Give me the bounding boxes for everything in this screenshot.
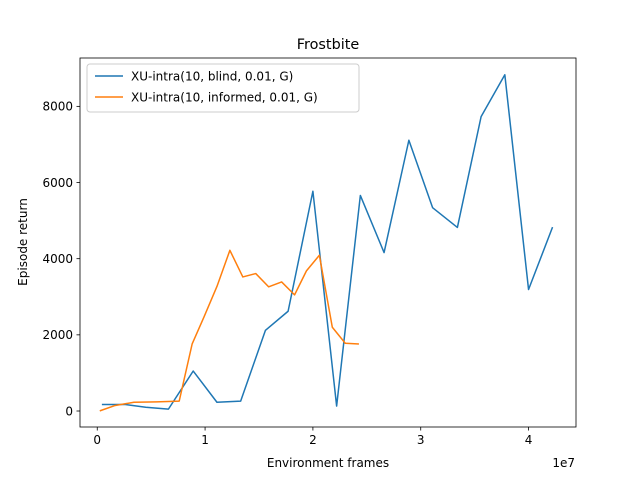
x-axis-label: Environment frames	[267, 456, 389, 470]
x-tick-label: 4	[525, 433, 533, 447]
plot-lines	[99, 74, 554, 412]
y-tick-label: 2000	[42, 328, 73, 342]
y-tick-label: 0	[65, 404, 73, 418]
legend: XU-intra(10, blind, 0.01, G) XU-intra(10,…	[86, 63, 360, 113]
y-tick-label: 6000	[42, 176, 73, 190]
series-line-2	[99, 249, 359, 412]
x-tick-label: 2	[309, 433, 317, 447]
chart-title: Frostbite	[297, 37, 360, 53]
x-tick-label: 1	[201, 433, 209, 447]
x-axis-offset-label: 1e7	[552, 456, 575, 470]
y-axis-ticks: 0 2000 4000 6000 8000	[42, 100, 80, 418]
y-tick-label: 4000	[42, 252, 73, 266]
x-axis-ticks: 0 1 2 3 4	[93, 427, 532, 447]
y-axis-label: Episode return	[16, 198, 30, 286]
x-tick-label: 0	[93, 433, 101, 447]
legend-box	[86, 63, 360, 113]
series-line-1	[101, 74, 554, 410]
legend-label-1: XU-intra(10, blind, 0.01, G)	[131, 69, 293, 83]
axes-frame	[79, 57, 577, 428]
x-tick-label: 3	[417, 433, 425, 447]
y-tick-label: 8000	[42, 100, 73, 114]
legend-label-2: XU-intra(10, informed, 0.01, G)	[131, 90, 318, 104]
axes-spines	[79, 57, 577, 428]
